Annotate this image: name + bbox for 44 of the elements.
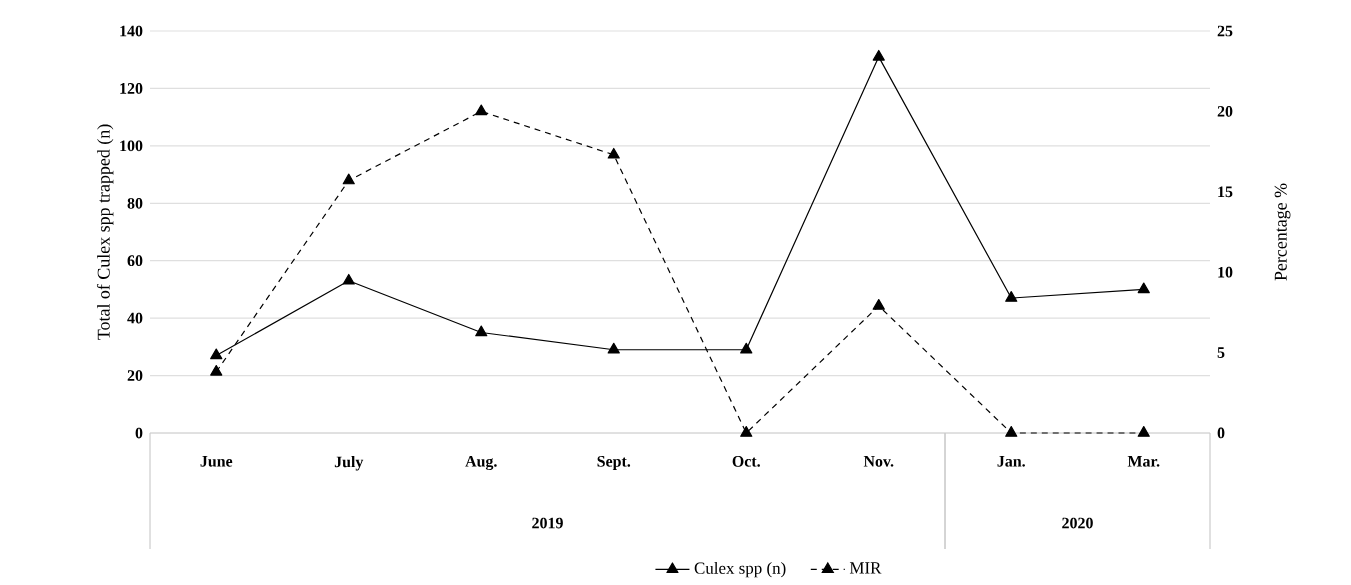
point: [607, 342, 620, 354]
y2-tick-label: 5: [1217, 347, 1225, 359]
y-tick-label: 20: [127, 370, 143, 382]
point: [872, 50, 885, 61]
y2-tick-label: 25: [1217, 25, 1233, 37]
point: [1137, 282, 1150, 294]
x-tick-label: July: [334, 456, 364, 471]
y2-axis-title: Percentage %: [1274, 183, 1291, 281]
y-tick-label: 100: [120, 140, 143, 152]
y-axis-title: Total of Culex spp trapped (n): [96, 124, 114, 341]
point: [1137, 426, 1150, 437]
y-tick-label: 0: [135, 427, 143, 439]
point: [210, 365, 223, 376]
x-tick-label: Oct.: [732, 456, 760, 467]
legend-label: Culex spp (n): [694, 562, 786, 578]
legend-label: MIR: [849, 562, 882, 574]
y2-tick-label: 15: [1218, 186, 1233, 198]
point: [210, 348, 223, 360]
point: [342, 173, 355, 185]
point: [475, 325, 488, 337]
y2-tick-label: 0: [1217, 427, 1225, 439]
point: [872, 299, 885, 310]
text: 2019: [532, 517, 563, 529]
point: [607, 147, 620, 159]
x-tick-label: Aug.: [465, 456, 497, 471]
y2-tick-label: 20: [1217, 106, 1233, 117]
text: 2020: [1062, 517, 1093, 529]
y-tick-label: 120: [120, 83, 143, 94]
point: [342, 274, 355, 285]
point: [1005, 426, 1018, 437]
x-tick-label: Jan.: [997, 456, 1025, 467]
point: [1005, 291, 1018, 302]
y2-tick-label: 10: [1218, 266, 1233, 278]
x-tick-label: Mar.: [1127, 456, 1160, 467]
point: [475, 104, 488, 116]
x-tick-label: Sept.: [597, 456, 631, 471]
point: [740, 426, 753, 437]
y-tick-label: 80: [127, 198, 143, 209]
x-tick-label: Nov.: [863, 456, 894, 467]
y-tick-label: 60: [127, 255, 143, 267]
y-tick-label: 40: [127, 312, 143, 324]
y-tick-label: 140: [120, 25, 143, 37]
point: [740, 342, 753, 354]
x-tick-label: June: [200, 456, 233, 467]
